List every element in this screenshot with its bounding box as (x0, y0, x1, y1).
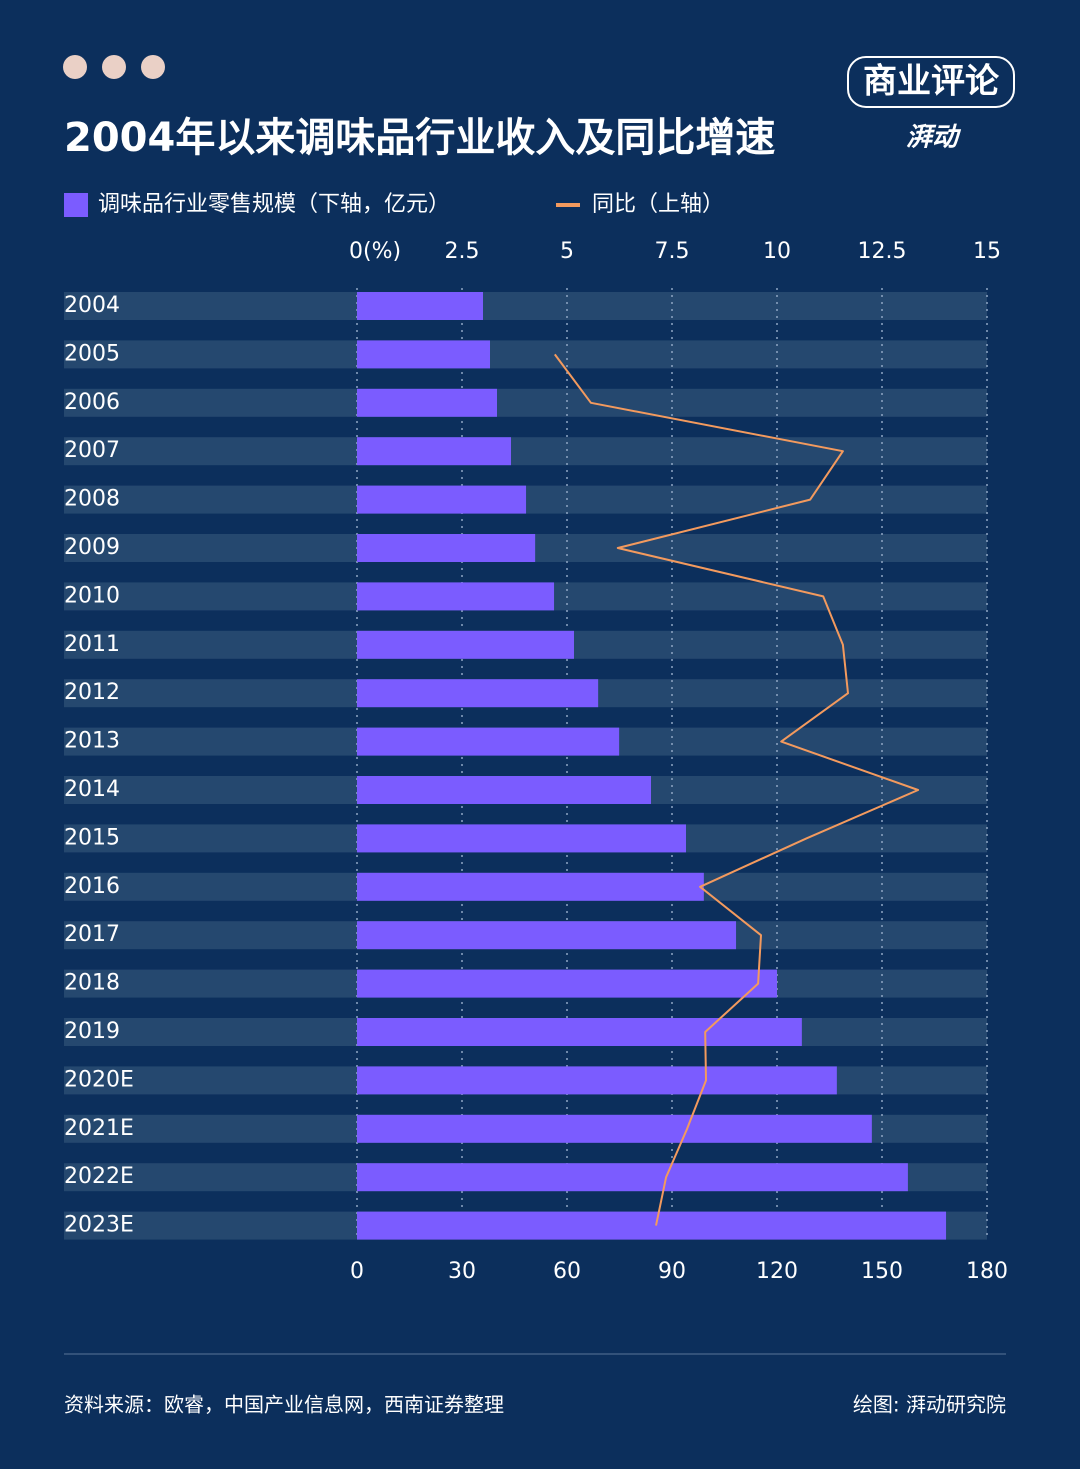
y-tick-label: 2014 (64, 777, 120, 802)
row-band (64, 437, 987, 466)
y-tick-label: 2020E (64, 1067, 134, 1092)
x2-tick-label: 7.5 (655, 239, 690, 264)
bar (357, 1163, 908, 1192)
bar (357, 582, 555, 611)
y-tick-label: 2005 (64, 341, 120, 366)
legend-label: 调味品行业零售规模（下轴，亿元） (98, 192, 450, 217)
y-tick-label: 2012 (64, 680, 120, 705)
row-band (64, 292, 987, 320)
y-tick-label: 2017 (64, 922, 120, 947)
x-tick-label: 0 (350, 1259, 364, 1284)
bar (357, 776, 651, 804)
x2-tick-label: 0(%) (349, 239, 401, 264)
y-tick-label: 2009 (64, 535, 120, 560)
credit-note: 绘图: 湃动研究院 (853, 1393, 1006, 1417)
decor-dot (102, 55, 126, 79)
logo-frame (847, 56, 1015, 108)
x-tick-label: 60 (553, 1259, 581, 1284)
x2-tick-label: 12.5 (858, 239, 907, 264)
y-tick-label: 2006 (64, 390, 120, 415)
bar (357, 534, 536, 562)
decor-dot (141, 55, 165, 79)
bar (357, 1018, 802, 1046)
bar (357, 1066, 837, 1095)
bar (357, 340, 490, 369)
bar (357, 921, 737, 950)
y-tick-label: 2015 (64, 825, 120, 850)
chart-title: 2004年以来调味品行业收入及同比增速 (64, 115, 775, 161)
x-tick-label: 150 (861, 1259, 903, 1284)
decor-dot (63, 55, 87, 79)
bar (357, 388, 497, 417)
row-band (64, 340, 987, 369)
bar (357, 437, 511, 466)
bar (357, 679, 599, 708)
bar (357, 824, 686, 853)
y-tick-label: 2011 (64, 632, 120, 657)
x-tick-label: 30 (448, 1259, 476, 1284)
y-tick-label: 2019 (64, 1019, 120, 1044)
x-tick-label: 180 (966, 1259, 1008, 1284)
y-tick-label: 2008 (64, 487, 120, 512)
y-tick-label: 2004 (64, 293, 120, 318)
logo-subtext: 湃动 (906, 123, 962, 153)
bar (357, 969, 777, 998)
y-tick-label: 2013 (64, 729, 120, 754)
bar (357, 485, 527, 514)
source-note: 资料来源：欧睿，中国产业信息网，西南证券整理 (64, 1393, 504, 1417)
x2-tick-label: 15 (973, 239, 1001, 264)
bar (357, 292, 483, 320)
legend-swatch (64, 193, 88, 217)
y-tick-label: 2021E (64, 1116, 134, 1141)
x2-tick-label: 2.5 (445, 239, 480, 264)
x2-tick-label: 5 (560, 239, 574, 264)
bar (357, 727, 620, 756)
y-tick-label: 2022E (64, 1164, 134, 1189)
y-tick-label: 2016 (64, 874, 120, 899)
row-band (64, 388, 987, 417)
bar (357, 872, 704, 901)
x-tick-label: 120 (756, 1259, 798, 1284)
x-tick-label: 90 (658, 1259, 686, 1284)
bar (357, 1211, 947, 1240)
y-tick-label: 2010 (64, 583, 120, 608)
x2-tick-label: 10 (763, 239, 791, 264)
y-tick-label: 2018 (64, 971, 120, 996)
y-tick-label: 2023E (64, 1213, 134, 1238)
legend-label: 同比（上轴） (592, 192, 724, 217)
y-tick-label: 2007 (64, 438, 120, 463)
logo-text: 商业评论 (863, 62, 1000, 102)
bar (357, 630, 574, 659)
bar (357, 1114, 872, 1143)
line-series (553, 353, 920, 1226)
